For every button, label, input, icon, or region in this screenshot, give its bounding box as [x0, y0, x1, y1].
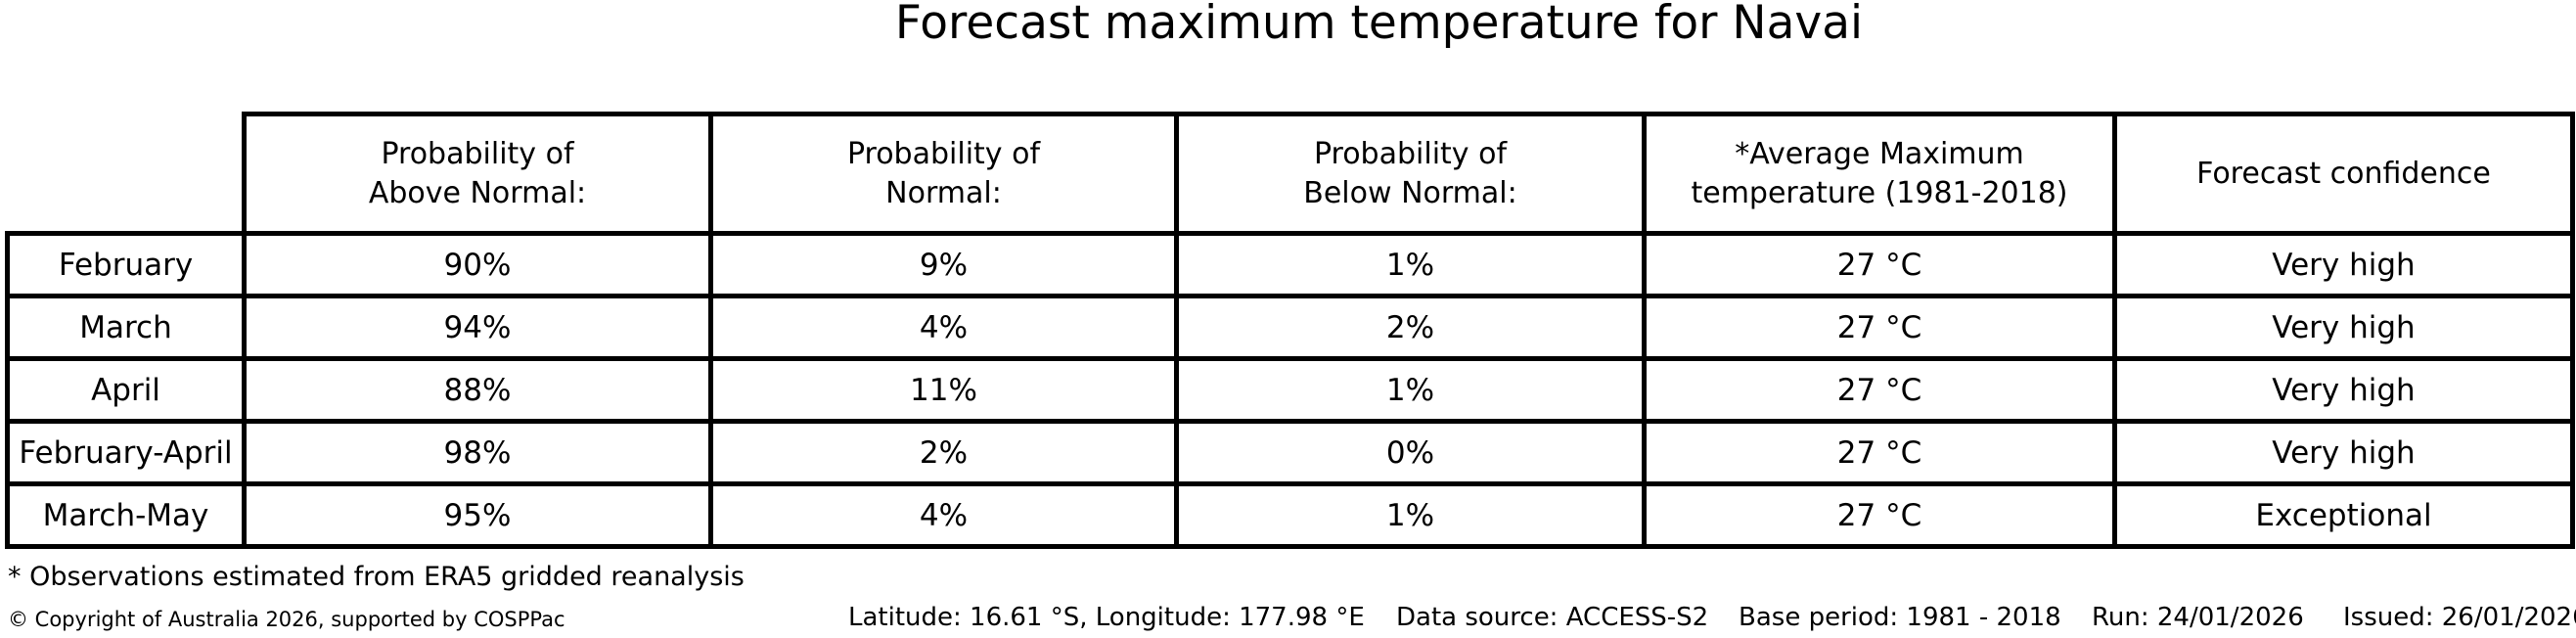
- row-label: March-May: [5, 481, 247, 549]
- cell-normal: 4%: [708, 481, 1179, 549]
- cell-above-normal: 98%: [242, 419, 713, 486]
- cell-avg-max-temp: 27 °C: [1642, 481, 2117, 549]
- column-header-avg-max-temp: *Average Maximum temperature (1981-2018): [1642, 112, 2117, 236]
- table-row: February 90% 9% 1% 27 °C Very high: [5, 231, 2575, 298]
- cell-above-normal: 90%: [242, 231, 713, 298]
- cell-normal: 9%: [708, 231, 1179, 298]
- column-header-below-normal: Probability of Below Normal:: [1174, 112, 1647, 236]
- row-label: February-April: [5, 419, 247, 486]
- issued-date-text: Issued: 26/01/2026: [2343, 603, 2576, 632]
- cell-above-normal: 94%: [242, 294, 713, 361]
- base-period-text: Base period: 1981 - 2018: [1739, 603, 2061, 632]
- cell-avg-max-temp: 27 °C: [1642, 419, 2117, 486]
- table-row: April 88% 11% 1% 27 °C Very high: [5, 356, 2575, 424]
- table-row: March 94% 4% 2% 27 °C Very high: [5, 294, 2575, 361]
- location-coordinates: Latitude: 16.61 °S, Longitude: 177.98 °E: [848, 603, 1365, 632]
- cell-forecast-confidence: Exceptional: [2112, 481, 2575, 549]
- table-header-row: Probability of Above Normal: Probability…: [8, 112, 2575, 236]
- cell-below-normal: 2%: [1174, 294, 1647, 361]
- cell-forecast-confidence: Very high: [2112, 231, 2575, 298]
- cell-forecast-confidence: Very high: [2112, 419, 2575, 486]
- data-source-text: Data source: ACCESS-S2: [1396, 603, 1709, 632]
- column-header-forecast-confidence: Forecast confidence: [2112, 112, 2575, 236]
- cell-forecast-confidence: Very high: [2112, 294, 2575, 361]
- cell-below-normal: 1%: [1174, 356, 1647, 424]
- cell-below-normal: 1%: [1174, 231, 1647, 298]
- row-label: February: [5, 231, 247, 298]
- cell-avg-max-temp: 27 °C: [1642, 231, 2117, 298]
- corner-blank-cell: [8, 114, 245, 234]
- cell-above-normal: 95%: [242, 481, 713, 549]
- cell-normal: 2%: [708, 419, 1179, 486]
- cell-above-normal: 88%: [242, 356, 713, 424]
- copyright-text: © Copyright of Australia 2026, supported…: [8, 608, 565, 631]
- cell-below-normal: 1%: [1174, 481, 1647, 549]
- cell-normal: 4%: [708, 294, 1179, 361]
- table-row: March-May 95% 4% 1% 27 °C Exceptional: [5, 481, 2575, 549]
- column-header-above-normal: Probability of Above Normal:: [242, 112, 713, 236]
- table-row: February-April 98% 2% 0% 27 °C Very high: [5, 419, 2575, 486]
- row-label: April: [5, 356, 247, 424]
- cell-avg-max-temp: 27 °C: [1642, 356, 2117, 424]
- cell-normal: 11%: [708, 356, 1179, 424]
- cell-avg-max-temp: 27 °C: [1642, 294, 2117, 361]
- run-date-text: Run: 24/01/2026: [2092, 603, 2304, 632]
- cell-forecast-confidence: Very high: [2112, 356, 2575, 424]
- column-header-normal: Probability of Normal:: [708, 112, 1179, 236]
- row-label: March: [5, 294, 247, 361]
- forecast-table: Probability of Above Normal: Probability…: [5, 112, 2575, 549]
- page-title: Forecast maximum temperature for Navai: [894, 0, 1864, 50]
- cell-below-normal: 0%: [1174, 419, 1647, 486]
- observations-footnote: * Observations estimated from ERA5 gridd…: [8, 562, 745, 592]
